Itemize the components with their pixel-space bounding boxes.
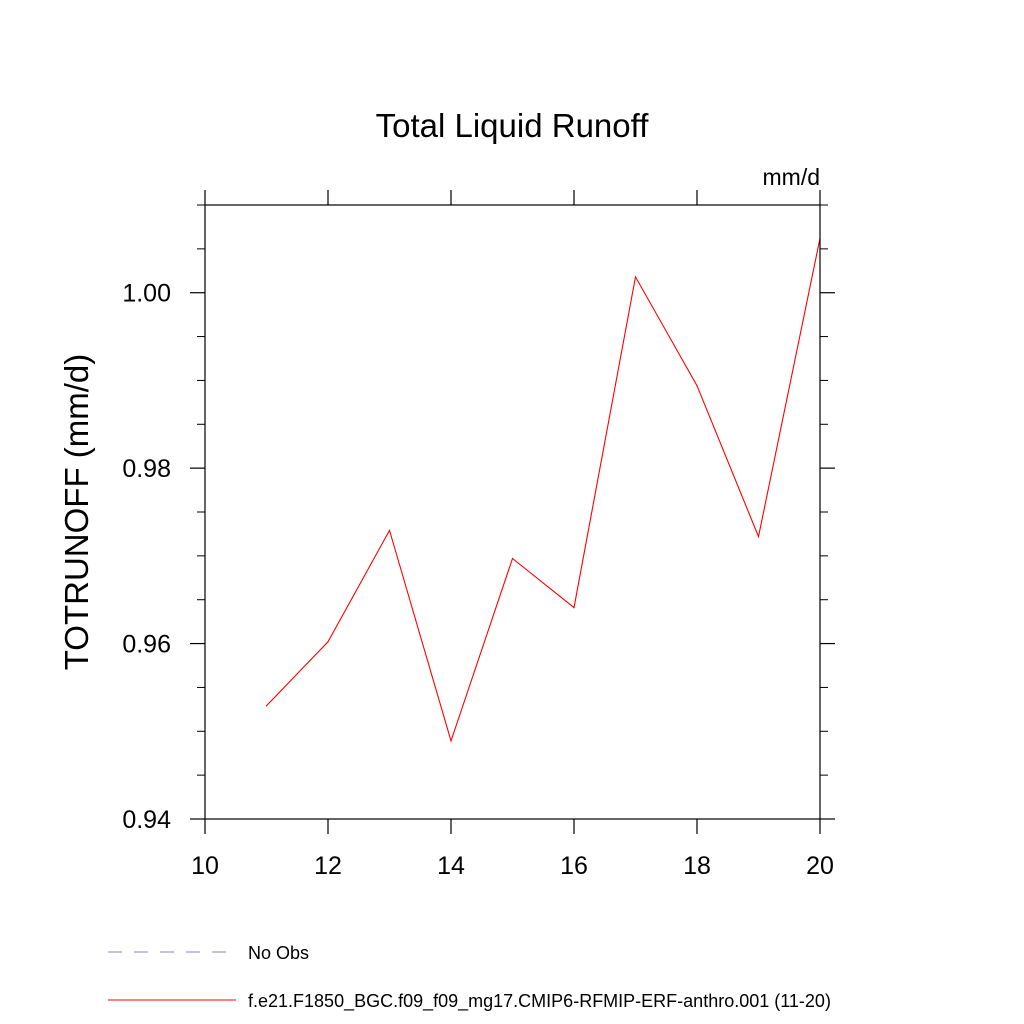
data-point: [696, 385, 698, 387]
y-axis-label: TOTRUNOFF (mm/d): [58, 354, 95, 671]
data-point: [573, 607, 575, 609]
series-layer: [265, 237, 821, 743]
data-point: [450, 740, 452, 742]
data-point: [327, 641, 329, 643]
y-tick-label: 0.94: [122, 806, 171, 834]
plot-frame: [204, 204, 821, 820]
x-tick-label: 10: [191, 852, 219, 880]
series-line: [266, 238, 821, 743]
x-tick-label: 14: [437, 852, 465, 880]
data-point: [757, 535, 760, 538]
legend-label: f.e21.F1850_BGC.f09_f09_mg17.CMIP6-RFMIP…: [248, 991, 831, 1012]
units-label: mm/d: [763, 164, 821, 190]
legend-label: No Obs: [248, 943, 309, 963]
x-tick-label: 18: [683, 852, 711, 880]
axis-ticks: 10 12 14 16 18 20 0.94 0.96 0.98 1.00: [122, 190, 835, 880]
chart-title: Total Liquid Runoff: [376, 107, 650, 144]
y-tick-label: 0.98: [122, 455, 171, 483]
data-point: [265, 705, 268, 707]
data-point: [388, 529, 391, 532]
x-tick-label: 16: [560, 852, 588, 880]
x-tick-label: 20: [806, 852, 834, 880]
data-point: [511, 557, 514, 560]
x-tick-label: 12: [314, 852, 342, 880]
y-tick-label: 0.96: [122, 631, 171, 659]
legend: No Obs f.e21.F1850_BGC.f09_f09_mg17.CMIP6…: [108, 943, 831, 1012]
data-point: [634, 276, 637, 278]
y-tick-label: 1.00: [122, 280, 171, 308]
